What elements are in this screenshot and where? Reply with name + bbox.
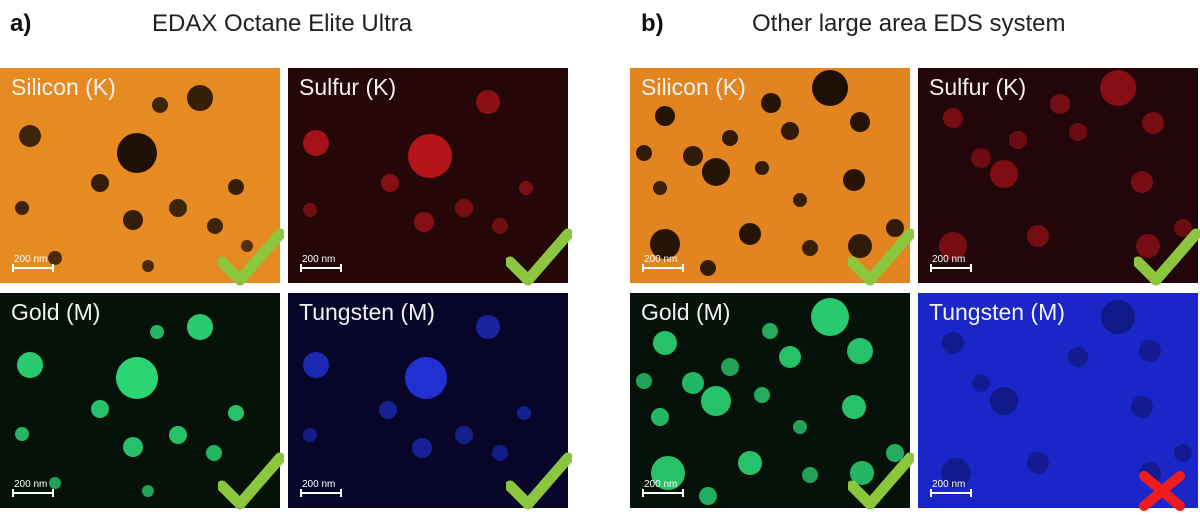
check-icon (218, 228, 284, 286)
panel-b-title: Other large area EDS system (752, 10, 1066, 37)
map-label: Sulfur (K) (299, 74, 397, 100)
scale-bar: 200 nm (930, 254, 972, 272)
check-icon (848, 452, 914, 510)
scale-bar: 200 nm (12, 254, 54, 272)
map-label: Sulfur (K) (929, 74, 1027, 100)
map-label: Silicon (K) (641, 74, 746, 100)
tungsten-map-image (918, 293, 1198, 508)
silicon-map-image (0, 68, 280, 283)
check-icon (506, 452, 572, 510)
check-icon (218, 452, 284, 510)
map-label: Tungsten (M) (299, 299, 435, 325)
sulfur-map-image (918, 68, 1198, 283)
tungsten-map-image (288, 293, 568, 508)
map-label: Gold (M) (11, 299, 101, 325)
map-b-tungsten: Tungsten (M) 200 nm (918, 293, 1198, 508)
scale-bar: 200 nm (642, 254, 684, 272)
check-icon (506, 228, 572, 286)
scale-bar: 200 nm (930, 479, 972, 497)
map-b-sulfur: Sulfur (K) 200 nm (918, 68, 1198, 283)
map-a-gold: Gold (M) 200 nm (0, 293, 280, 508)
cross-icon (1139, 471, 1185, 511)
silicon-map-image (630, 68, 910, 283)
map-b-silicon: Silicon (K) 200 nm (630, 68, 910, 283)
map-label: Tungsten (M) (929, 299, 1065, 325)
scale-bar: 200 nm (12, 479, 54, 497)
map-label: Silicon (K) (11, 74, 116, 100)
map-a-tungsten: Tungsten (M) 200 nm (288, 293, 568, 508)
scale-bar: 200 nm (300, 254, 342, 272)
panel-a-letter: a) (10, 10, 32, 37)
map-label: Gold (M) (641, 299, 731, 325)
map-a-silicon: Silicon (K) 200 nm (0, 68, 280, 283)
map-b-gold: Gold (M) 200 nm (630, 293, 910, 508)
gold-map-image (0, 293, 280, 508)
panel-b-letter: b) (641, 10, 664, 37)
map-a-sulfur: Sulfur (K) 200 nm (288, 68, 568, 283)
check-icon (1134, 228, 1200, 286)
scale-bar: 200 nm (300, 479, 342, 497)
panel-a-title: EDAX Octane Elite Ultra (152, 10, 413, 37)
sulfur-map-image (288, 68, 568, 283)
scale-bar: 200 nm (642, 479, 684, 497)
check-icon (848, 228, 914, 286)
gold-map-image (630, 293, 910, 508)
